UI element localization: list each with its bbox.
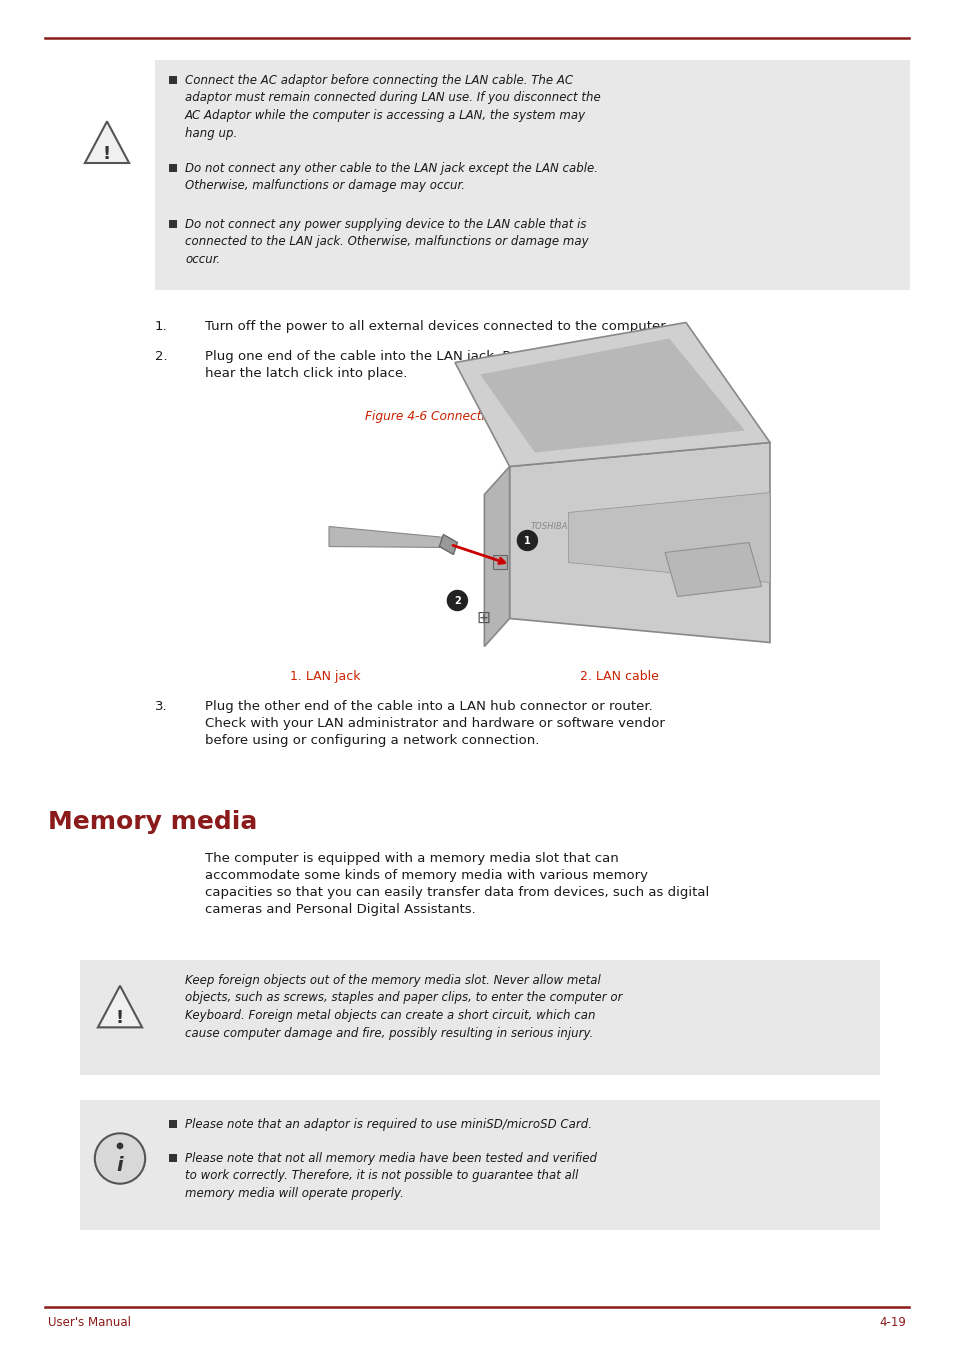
Text: i: i bbox=[116, 1155, 123, 1176]
Polygon shape bbox=[484, 467, 509, 647]
Polygon shape bbox=[455, 323, 769, 467]
FancyBboxPatch shape bbox=[169, 221, 177, 229]
Text: 1: 1 bbox=[523, 535, 530, 546]
Text: The computer is equipped with a memory media slot that can
accommodate some kind: The computer is equipped with a memory m… bbox=[205, 851, 708, 916]
Circle shape bbox=[447, 590, 467, 611]
Polygon shape bbox=[568, 492, 769, 582]
FancyBboxPatch shape bbox=[493, 554, 507, 569]
Text: Connect the AC adaptor before connecting the LAN cable. The AC
adaptor must rema: Connect the AC adaptor before connecting… bbox=[185, 74, 600, 140]
Polygon shape bbox=[509, 443, 769, 643]
Text: 2.: 2. bbox=[154, 350, 168, 363]
FancyBboxPatch shape bbox=[80, 960, 879, 1075]
Text: !: ! bbox=[103, 145, 111, 163]
Polygon shape bbox=[98, 986, 142, 1028]
Text: !: ! bbox=[116, 1009, 124, 1028]
Text: Turn off the power to all external devices connected to the computer.: Turn off the power to all external devic… bbox=[205, 320, 668, 334]
Text: Please note that an adaptor is required to use miniSD/microSD Card.: Please note that an adaptor is required … bbox=[185, 1118, 592, 1131]
Text: Plug the other end of the cable into a LAN hub connector or router.
Check with y: Plug the other end of the cable into a L… bbox=[205, 699, 664, 746]
Text: 2. LAN cable: 2. LAN cable bbox=[579, 670, 659, 683]
Text: Do not connect any power supplying device to the LAN cable that is
connected to : Do not connect any power supplying devic… bbox=[185, 218, 588, 266]
FancyBboxPatch shape bbox=[80, 1100, 879, 1229]
Text: 1.: 1. bbox=[154, 320, 168, 334]
FancyBboxPatch shape bbox=[154, 61, 909, 291]
Text: Keep foreign objects out of the memory media slot. Never allow metal
objects, su: Keep foreign objects out of the memory m… bbox=[185, 974, 622, 1040]
FancyBboxPatch shape bbox=[169, 77, 177, 83]
FancyBboxPatch shape bbox=[169, 1120, 177, 1128]
Circle shape bbox=[517, 530, 537, 550]
Polygon shape bbox=[664, 542, 760, 596]
Circle shape bbox=[116, 1142, 123, 1149]
Text: 2: 2 bbox=[454, 596, 460, 605]
Text: 3.: 3. bbox=[154, 699, 168, 713]
Text: Memory media: Memory media bbox=[48, 810, 257, 834]
Polygon shape bbox=[439, 534, 456, 554]
Text: TOSHIBA: TOSHIBA bbox=[530, 522, 567, 531]
Text: ⊞: ⊞ bbox=[476, 608, 490, 627]
Polygon shape bbox=[329, 526, 450, 547]
Polygon shape bbox=[85, 121, 129, 163]
Text: 1. LAN jack: 1. LAN jack bbox=[290, 670, 360, 683]
Text: Do not connect any other cable to the LAN jack except the LAN cable.
Otherwise, : Do not connect any other cable to the LA… bbox=[185, 161, 598, 192]
Text: 4-19: 4-19 bbox=[879, 1315, 905, 1329]
Text: Please note that not all memory media have been tested and verified
to work corr: Please note that not all memory media ha… bbox=[185, 1153, 597, 1200]
FancyBboxPatch shape bbox=[169, 1154, 177, 1162]
Circle shape bbox=[94, 1134, 145, 1184]
Text: User's Manual: User's Manual bbox=[48, 1315, 131, 1329]
Text: Figure 4-6 Connecting the LAN cable: Figure 4-6 Connecting the LAN cable bbox=[364, 410, 589, 422]
Text: Plug one end of the cable into the LAN jack. Press gently until you
hear the lat: Plug one end of the cable into the LAN j… bbox=[205, 350, 646, 381]
FancyBboxPatch shape bbox=[169, 164, 177, 172]
Polygon shape bbox=[479, 339, 744, 452]
